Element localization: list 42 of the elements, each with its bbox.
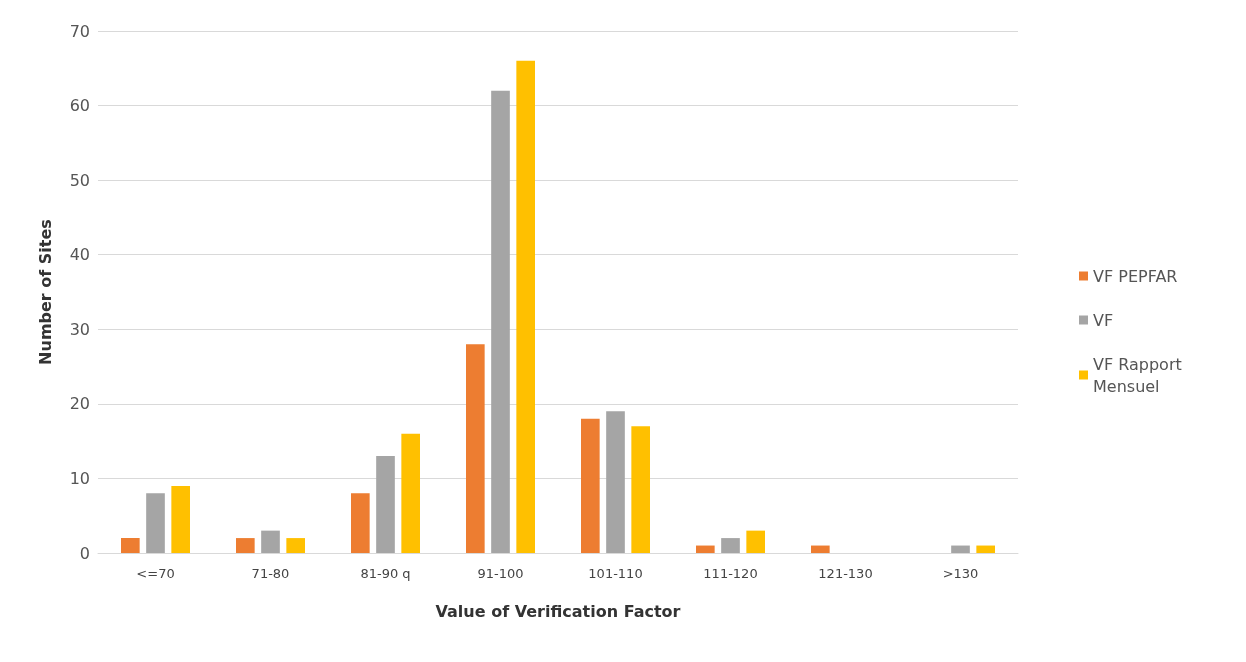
x-tick-label: <=70 [136,566,175,581]
bar [146,493,165,553]
bar [491,90,510,553]
x-tick-label: 91-100 [477,566,524,581]
y-tick-label: 50 [69,170,90,190]
x-tick-label: 111-120 [703,566,758,581]
legend-label: VF Rapport Mensuel [1093,354,1187,396]
y-tick-label: 40 [69,245,90,265]
x-tick-label: 101-110 [588,566,643,581]
bar [746,530,765,553]
bar [236,538,255,553]
y-tick-label: 70 [69,21,90,41]
bar [351,493,370,553]
x-tick-label: 71-80 [251,566,290,581]
x-tick-label: 81-90 q [360,566,411,581]
bar [171,485,190,553]
x-axis-title: Value of Verification Factor [435,601,681,621]
y-tick-label: 0 [79,543,90,563]
bar [696,545,715,553]
bar [951,545,970,553]
bar [261,530,280,553]
y-tick-label: 10 [69,468,90,488]
y-tick-label: 30 [69,319,90,339]
bar [631,426,650,553]
bar [811,545,830,553]
bar [976,545,995,553]
x-tick-label: 121-130 [818,566,873,581]
bar [606,411,625,553]
bar [121,538,140,553]
bar [581,418,600,553]
bar [401,433,420,553]
x-tick-label: >130 [942,566,979,581]
bar [376,456,395,553]
legend-label: VF PEPFAR [1093,266,1178,286]
y-tick-label: 20 [69,394,90,414]
bar [466,344,485,553]
bar [721,538,740,553]
y-axis-title: Number of Sites [35,219,55,365]
bar [516,60,535,553]
bar [286,538,305,553]
y-tick-label: 60 [69,96,90,116]
legend-label: VF [1093,310,1114,330]
